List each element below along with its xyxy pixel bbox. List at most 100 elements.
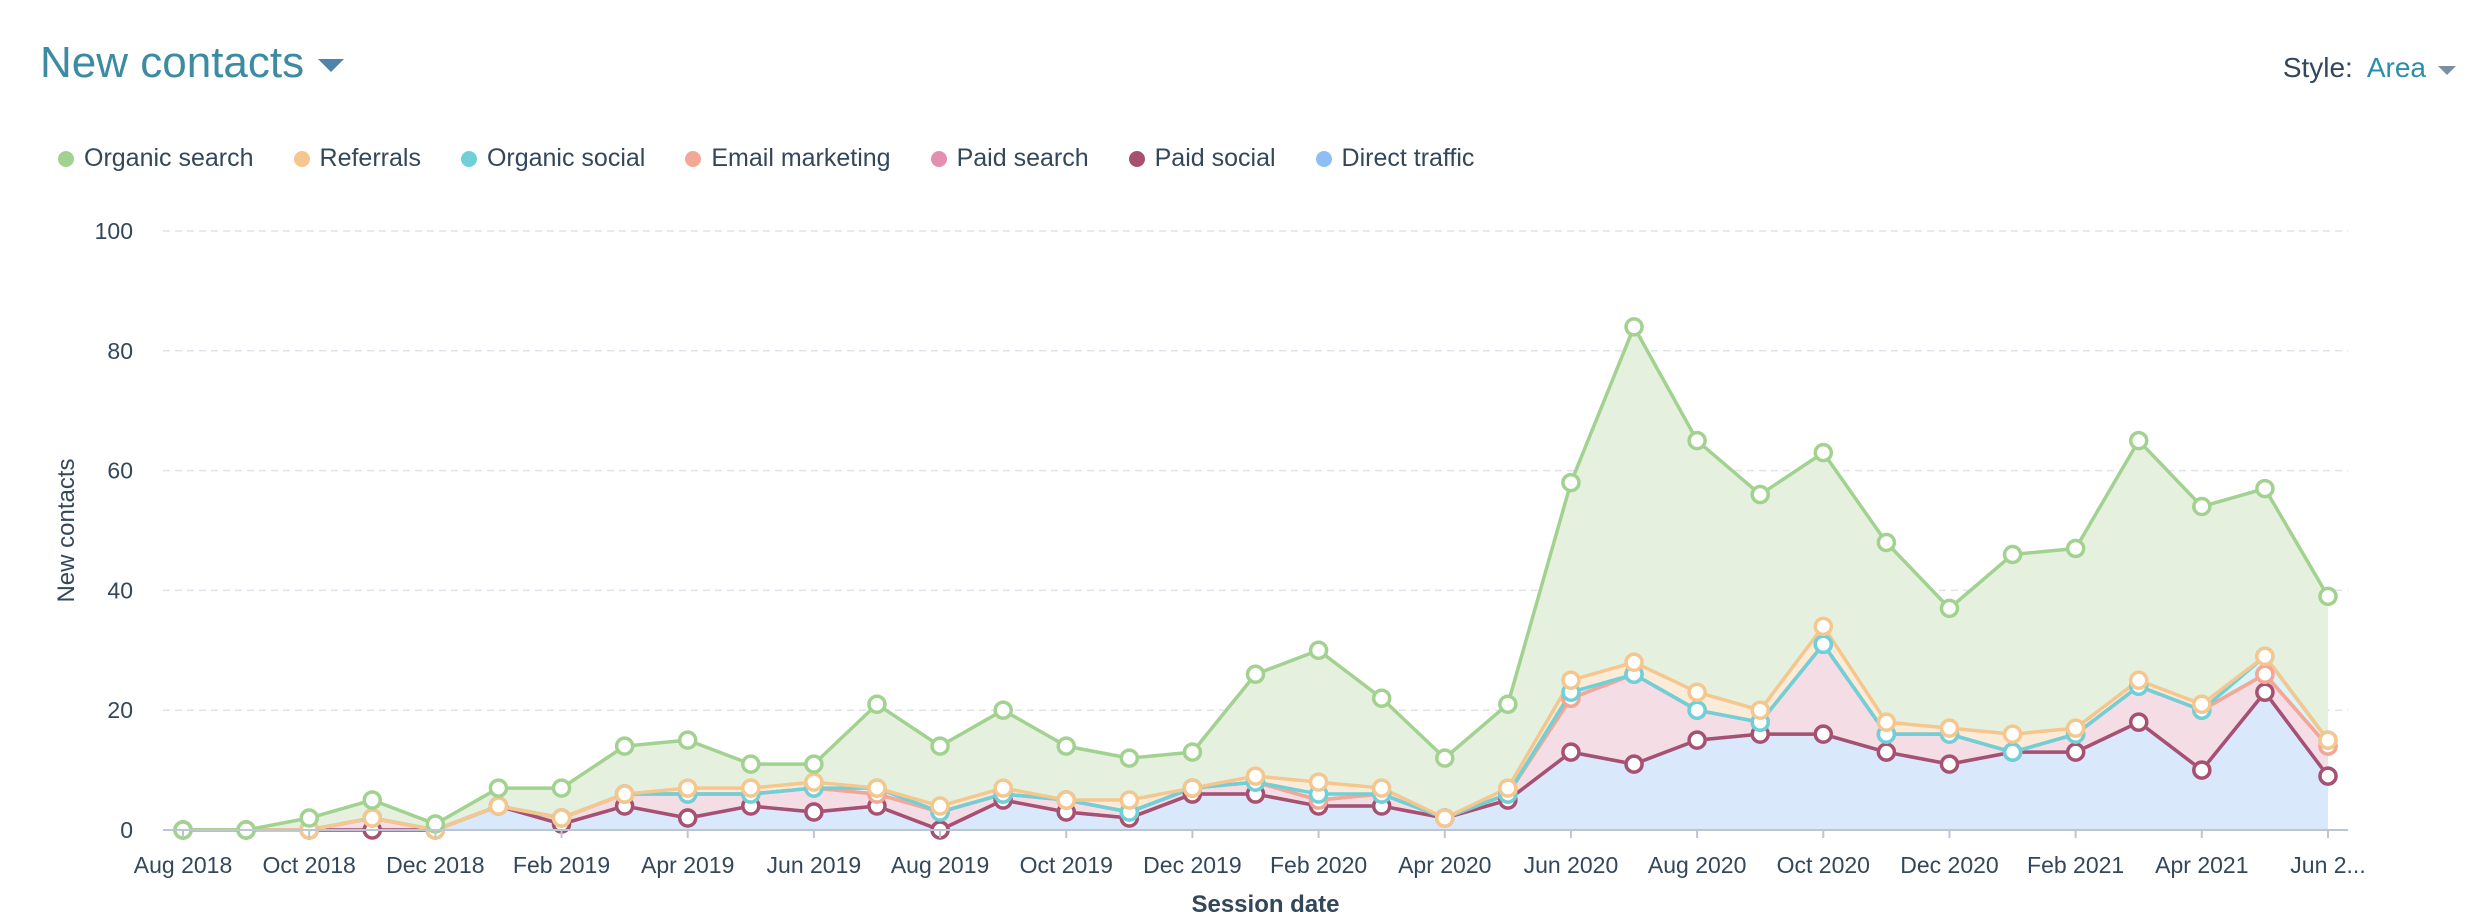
legend-dot-icon	[930, 150, 947, 167]
x-tick-label: Feb 2020	[1270, 852, 1367, 878]
data-point	[1624, 317, 1644, 337]
x-tick-label: Feb 2019	[513, 852, 610, 878]
legend-item[interactable]: Referrals	[293, 144, 421, 173]
series-areas	[183, 326, 2328, 830]
data-point	[488, 796, 509, 816]
data-point	[2065, 742, 2086, 762]
data-point	[1056, 790, 1076, 810]
x-tick-label: Feb 2021	[2027, 852, 2124, 878]
x-tick-label: Jun 2...	[2290, 852, 2365, 878]
data-point	[2128, 430, 2149, 451]
area-direct-traffic	[183, 692, 2328, 830]
data-point	[1119, 748, 1140, 768]
data-point	[677, 778, 698, 798]
data-point	[930, 736, 950, 756]
legend-label: Email marketing	[711, 144, 891, 172]
data-point	[1435, 808, 1455, 828]
x-tick-label: Dec 2018	[386, 852, 484, 878]
legend-item[interactable]: Organic social	[460, 144, 646, 173]
chart-header: New contacts	[40, 38, 345, 88]
data-point	[1498, 778, 1518, 798]
data-point	[2192, 760, 2212, 780]
data-point	[551, 808, 572, 828]
data-point	[2002, 544, 2023, 565]
chart-legend: Organic search Referrals Organic social Ema…	[58, 144, 1514, 173]
legend-dot-icon	[1128, 150, 1145, 167]
data-point	[2065, 718, 2086, 738]
legend-label: Direct traffic	[1341, 144, 1475, 172]
data-point	[1624, 754, 1644, 774]
data-point	[1687, 430, 1707, 451]
data-point	[1876, 532, 1897, 553]
legend-dot-icon	[460, 150, 477, 167]
data-point	[2318, 766, 2338, 786]
x-tick-label: Oct 2020	[1777, 852, 1870, 878]
legend-label: Organic social	[486, 144, 646, 172]
x-tick-label: Oct 2018	[263, 852, 356, 878]
data-point	[1498, 694, 1518, 714]
data-point	[1371, 688, 1392, 708]
data-point	[362, 790, 383, 810]
style-dropdown-caret-icon[interactable]	[2438, 65, 2456, 75]
data-point	[2002, 742, 2023, 762]
data-point	[677, 730, 698, 750]
legend-dot-icon	[293, 150, 310, 167]
data-point	[741, 778, 761, 798]
data-point	[804, 772, 824, 792]
data-point	[299, 808, 319, 828]
grid-lines	[163, 230, 2348, 711]
data-point	[1687, 730, 1707, 750]
style-dropdown[interactable]: Area	[2366, 52, 2426, 83]
legend-label: Referrals	[319, 144, 421, 172]
data-point	[804, 802, 824, 822]
legend-label: Organic search	[84, 144, 254, 172]
y-tick-label: 40	[107, 577, 133, 603]
legend-dot-icon	[685, 150, 702, 167]
data-point	[1687, 682, 1707, 702]
data-point	[2192, 694, 2212, 714]
report-title[interactable]: New contacts	[40, 38, 305, 87]
y-tick-label: 80	[107, 338, 133, 364]
data-point	[1813, 442, 1834, 463]
data-point	[614, 736, 635, 756]
data-point	[2192, 496, 2212, 517]
x-tick-label: Aug 2018	[134, 852, 232, 878]
data-point	[1561, 472, 1581, 493]
data-point	[1182, 778, 1203, 798]
data-point	[1939, 754, 1960, 774]
data-point	[1308, 640, 1329, 661]
data-point	[2318, 730, 2338, 750]
data-point	[2255, 682, 2275, 702]
y-tick-label: 100	[95, 218, 133, 244]
legend-dot-icon	[58, 150, 74, 167]
data-point	[1813, 634, 1834, 655]
data-point	[1876, 712, 1897, 732]
data-point	[551, 778, 572, 798]
legend-item[interactable]: Paid social	[1128, 144, 1276, 173]
data-point	[2065, 538, 2086, 559]
data-point	[677, 808, 698, 828]
legend-item[interactable]: Direct traffic	[1315, 144, 1475, 173]
data-point	[993, 778, 1013, 798]
data-point	[2255, 646, 2275, 667]
x-tick-label: Apr 2021	[2155, 852, 2248, 878]
data-point	[867, 778, 887, 798]
data-point	[1876, 742, 1897, 762]
x-tick-label: Aug 2019	[891, 852, 989, 878]
x-tick-label: Jun 2019	[767, 852, 862, 878]
data-point	[867, 694, 887, 714]
legend-item[interactable]: Organic search	[58, 144, 254, 173]
x-axis-title: Session date	[1191, 891, 1339, 918]
data-point	[1182, 742, 1203, 762]
data-point	[1939, 598, 1960, 619]
data-point	[2318, 586, 2338, 607]
title-dropdown-caret-icon[interactable]	[318, 58, 345, 72]
data-point	[362, 808, 383, 828]
legend-item[interactable]: Email marketing	[685, 144, 891, 173]
legend-item[interactable]: Paid search	[930, 144, 1089, 173]
data-point	[1435, 748, 1455, 768]
x-tick-label: Apr 2020	[1398, 852, 1491, 878]
data-point	[930, 796, 950, 816]
data-point	[1750, 700, 1770, 720]
